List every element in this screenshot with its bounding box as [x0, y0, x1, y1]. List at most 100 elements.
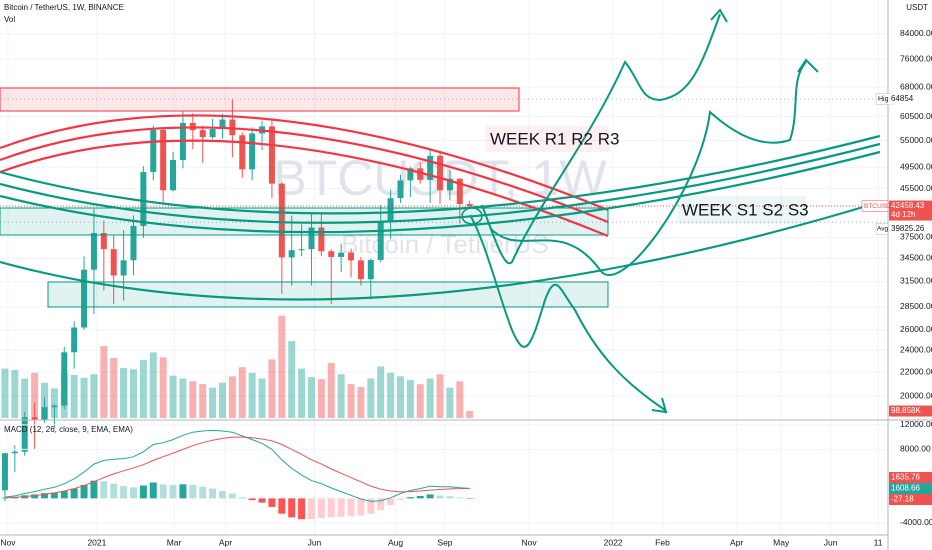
- macd-histogram-bar: [159, 484, 167, 499]
- candle-body: [348, 252, 355, 261]
- x-tick-label: 2021: [87, 537, 106, 547]
- macd-histogram-bar: [120, 486, 128, 499]
- candle-body: [81, 269, 88, 328]
- volume-bar: [120, 367, 128, 418]
- projection-arrow: [469, 214, 668, 414]
- volume-bar: [129, 369, 137, 418]
- macd-histogram-bar: [218, 491, 226, 499]
- x-tick-label: Aug: [388, 537, 403, 547]
- candle-body: [249, 133, 256, 170]
- volume-bar: [298, 368, 306, 418]
- x-tick-label: Nov: [521, 537, 537, 547]
- macd-histogram-bar: [129, 487, 137, 499]
- high-value-bg: [889, 93, 932, 105]
- candle-body: [308, 227, 315, 250]
- candle-body: [427, 155, 434, 180]
- candle-body: [387, 198, 394, 223]
- volume-bar: [416, 384, 424, 418]
- support-arc: [0, 142, 881, 224]
- candle-body: [199, 130, 206, 138]
- candle-body: [90, 233, 97, 270]
- support-arc: [0, 150, 881, 234]
- resistance-arc: [0, 114, 609, 212]
- volume-bar: [278, 315, 286, 418]
- symbol-tag: BTCUSDT: [864, 203, 895, 210]
- macd-histogram-bar: [110, 483, 118, 499]
- candle-body: [466, 204, 473, 207]
- x-tick-label: Jun: [308, 537, 322, 547]
- volume-bar: [357, 386, 365, 418]
- macd-histogram-bar: [426, 494, 434, 499]
- macd-histogram-bar: [436, 495, 444, 499]
- symbol-tag-bg: [861, 200, 889, 212]
- resistance-arc: [0, 139, 609, 238]
- macd-histogram-bar: [139, 485, 147, 499]
- resistance-arc: [0, 126, 609, 224]
- macd-histogram-bar: [199, 486, 207, 499]
- macd-histogram-bar: [416, 495, 424, 499]
- candle-body: [150, 129, 157, 172]
- avg-caption: Avg: [877, 225, 888, 232]
- macd-histogram-bar: [456, 497, 464, 499]
- macd-histogram-bar: [179, 484, 187, 499]
- macd-histogram-bar: [258, 498, 266, 503]
- volume-bar: [21, 378, 29, 418]
- y-tick-label: 37500.00: [900, 232, 932, 242]
- y-tick-label: 26000.00: [900, 324, 932, 334]
- candle-body: [120, 260, 127, 276]
- macd-histogram-bar: [298, 498, 306, 520]
- volume-bar: [209, 387, 217, 418]
- candle-body: [407, 168, 414, 181]
- chart-title: Bitcoin / TetherUS, 1W, BINANCE: [4, 3, 124, 12]
- candle-body: [41, 407, 48, 421]
- projection-arrow: [481, 8, 728, 265]
- macd-histogram-bar: [317, 498, 325, 518]
- currency: USDT: [906, 3, 928, 12]
- volume-bar: [189, 381, 197, 418]
- y-tick-label: 28500.00: [900, 301, 932, 311]
- volume-bar: [228, 376, 236, 418]
- macd-histogram-bar: [367, 498, 375, 514]
- volume-bar: [159, 357, 167, 418]
- candle-body: [71, 327, 78, 353]
- projection-arrow: [489, 58, 819, 277]
- volume-bar: [347, 384, 355, 418]
- candle-body: [31, 417, 38, 421]
- volume-bar: [307, 377, 315, 418]
- y-tick-label: 68000.00: [900, 81, 932, 91]
- y-tick-label: 24000.00: [900, 344, 932, 354]
- label-box: [678, 196, 806, 224]
- macd-line: [4, 429, 470, 502]
- y-tick-label: 76000.00: [900, 53, 932, 63]
- candle-body: [417, 168, 424, 180]
- volume-bar: [446, 387, 454, 418]
- volume-bar: [199, 384, 207, 418]
- resistance-zone: [0, 87, 520, 112]
- volume-bar: [466, 411, 474, 418]
- candle-body: [130, 225, 137, 261]
- y-tick-label: 31500.00: [900, 276, 932, 286]
- annotation: WEEK R1 R2 R3: [490, 129, 619, 148]
- avg-caption-bg: [875, 222, 889, 235]
- candle-body: [446, 178, 453, 191]
- x-tick-label: Feb: [655, 537, 670, 547]
- y-tick-label: 49500.00: [900, 162, 932, 172]
- candle-body: [239, 135, 246, 170]
- candle-body: [100, 233, 107, 250]
- macd-histogram-bar: [50, 492, 58, 499]
- y-tick-label: 22000.00: [900, 366, 932, 376]
- volume-bar: [110, 358, 118, 418]
- highlight-circle: [461, 207, 483, 225]
- high-caption: High: [878, 96, 893, 103]
- x-tick-label: Apr: [219, 537, 232, 547]
- volume-bar: [50, 388, 58, 418]
- support-zone: [47, 281, 609, 308]
- signal-line: [4, 436, 470, 499]
- macd-histogram-bar: [357, 498, 365, 516]
- candle-body: [338, 252, 345, 258]
- label-box: [486, 126, 610, 152]
- volume-bar: [80, 377, 88, 418]
- candle-body: [397, 180, 404, 199]
